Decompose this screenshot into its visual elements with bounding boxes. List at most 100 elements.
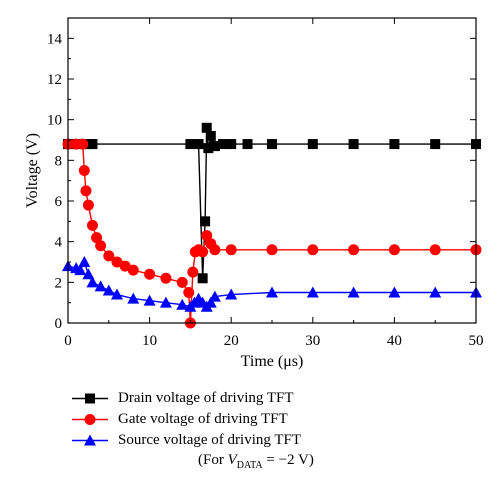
y-tick-label: 4 bbox=[55, 235, 63, 251]
note-prefix: (For bbox=[198, 452, 228, 468]
series-line bbox=[68, 127, 476, 279]
y-tick-label: 0 bbox=[55, 316, 63, 332]
data-point bbox=[103, 250, 115, 262]
x-tick-label: 30 bbox=[305, 333, 320, 349]
y-tick-label: 10 bbox=[47, 113, 62, 129]
data-point bbox=[205, 130, 216, 141]
legend-symbol-triangle bbox=[72, 434, 108, 446]
data-point bbox=[160, 272, 172, 284]
axes: 0 10 20 30 40 50 0 2 4 6 8 10 12 14 bbox=[47, 17, 484, 349]
x-tick-label: 50 bbox=[469, 333, 484, 349]
data-point bbox=[77, 138, 89, 150]
data-point bbox=[95, 240, 107, 252]
data-point bbox=[185, 139, 196, 150]
data-point bbox=[176, 276, 188, 288]
data-point bbox=[119, 260, 131, 272]
data-point bbox=[201, 230, 213, 242]
data-point bbox=[110, 288, 123, 300]
condition-note: (For VDATA = −2 V) bbox=[198, 452, 314, 471]
data-point bbox=[74, 264, 87, 276]
data-point bbox=[193, 139, 204, 150]
legend-item-drain: Drain voltage of driving TFT bbox=[70, 388, 490, 409]
data-point bbox=[91, 232, 103, 244]
data-point bbox=[347, 286, 360, 298]
y-tick-label: 6 bbox=[55, 194, 63, 210]
x-tick-label: 20 bbox=[224, 333, 239, 349]
data-point bbox=[197, 273, 208, 284]
data-point bbox=[389, 139, 400, 150]
legend-marker bbox=[84, 434, 96, 446]
data-point bbox=[266, 286, 278, 298]
legend-label-gate: Gate voltage of driving TFT bbox=[118, 411, 288, 427]
legend-marker bbox=[84, 414, 96, 425]
data-point bbox=[266, 244, 278, 256]
y-tick-label: 8 bbox=[55, 153, 63, 169]
data-point bbox=[197, 246, 209, 258]
plot-frame bbox=[67, 17, 477, 324]
series-circle bbox=[62, 138, 482, 329]
data-point bbox=[388, 244, 400, 256]
y-tick-label: 12 bbox=[47, 72, 62, 88]
data-point bbox=[348, 244, 360, 256]
legend-item-source: Source voltage of driving TFT bbox=[70, 430, 490, 451]
data-point bbox=[225, 244, 237, 256]
y-axis-label: Voltage (V) bbox=[24, 133, 41, 208]
data-point bbox=[87, 139, 98, 150]
legend-item-gate: Gate voltage of driving TFT bbox=[70, 409, 490, 430]
y-tick-label: 2 bbox=[55, 275, 63, 291]
note-suffix: = −2 V) bbox=[262, 452, 314, 468]
data-point bbox=[307, 244, 319, 256]
legend: Drain voltage of driving TFT Gate voltag… bbox=[70, 388, 490, 451]
data-point bbox=[204, 296, 217, 308]
data-point bbox=[306, 286, 319, 298]
data-point bbox=[78, 165, 90, 176]
data-point bbox=[208, 290, 221, 302]
data-point bbox=[127, 292, 140, 304]
data-point bbox=[267, 139, 277, 150]
plot-area bbox=[62, 122, 482, 329]
data-point bbox=[429, 286, 442, 298]
legend-symbol-circle bbox=[72, 414, 108, 425]
data-point bbox=[111, 256, 123, 268]
data-point bbox=[80, 185, 92, 197]
data-point bbox=[430, 139, 441, 150]
x-tick-label: 0 bbox=[64, 333, 72, 349]
data-point bbox=[159, 296, 172, 308]
data-point bbox=[102, 284, 115, 296]
legend-label-drain: Drain voltage of driving TFT bbox=[118, 390, 294, 406]
data-point bbox=[388, 286, 401, 298]
legend-label-source: Source voltage of driving TFT bbox=[118, 432, 302, 448]
data-point bbox=[144, 268, 156, 280]
data-point bbox=[307, 139, 318, 150]
data-point bbox=[209, 141, 220, 152]
data-point bbox=[429, 244, 441, 256]
data-point bbox=[209, 244, 221, 256]
data-point bbox=[187, 266, 199, 278]
data-point bbox=[86, 276, 99, 288]
note-sub: DATA bbox=[236, 460, 263, 471]
data-point bbox=[176, 298, 189, 310]
legend-marker bbox=[85, 393, 95, 404]
note-var: V bbox=[227, 452, 237, 468]
data-point bbox=[225, 288, 238, 300]
data-point bbox=[183, 287, 195, 298]
data-point bbox=[143, 294, 156, 306]
x-axis-label: Time (μs) bbox=[241, 353, 304, 370]
data-point bbox=[226, 139, 237, 150]
data-point bbox=[82, 199, 94, 211]
data-point bbox=[200, 216, 211, 227]
data-point bbox=[127, 264, 139, 276]
data-point bbox=[242, 139, 253, 150]
legend-symbol-square bbox=[72, 393, 108, 404]
data-point bbox=[201, 122, 212, 133]
data-point bbox=[203, 143, 214, 154]
data-point bbox=[218, 139, 229, 150]
data-point bbox=[78, 256, 91, 267]
y-tick-label: 14 bbox=[47, 31, 63, 47]
data-point bbox=[86, 219, 98, 231]
data-point bbox=[348, 139, 359, 150]
data-point bbox=[82, 268, 95, 280]
series-triangle bbox=[62, 256, 482, 312]
x-tick-label: 40 bbox=[387, 333, 402, 349]
